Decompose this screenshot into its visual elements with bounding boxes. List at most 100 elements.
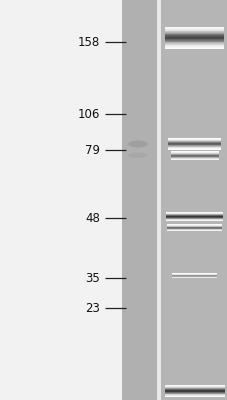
Bar [170,156,218,157]
Bar [165,33,223,34]
Bar [171,275,216,276]
Bar [167,149,220,150]
Bar [171,276,216,277]
Bar [164,387,224,388]
Text: 79: 79 [85,144,100,156]
Bar [165,40,223,41]
Bar [166,215,222,216]
Bar [166,219,222,220]
Bar [165,45,223,46]
Bar [167,226,221,227]
Bar [165,28,223,29]
Bar [166,214,222,215]
Bar [167,227,221,228]
Bar [165,30,223,31]
Bar [171,273,216,274]
Bar [167,227,221,228]
Bar [167,141,220,142]
Bar [167,141,220,142]
Bar [164,389,224,390]
Bar [167,224,221,225]
Bar [164,393,224,394]
Bar [167,140,220,141]
Bar [166,219,222,220]
Bar [165,43,223,44]
Bar [165,44,223,45]
Bar [166,219,222,220]
Bar [164,386,224,387]
Bar [166,218,222,219]
Bar [166,213,222,214]
Bar [167,142,220,143]
Bar [165,35,223,36]
Bar [165,35,223,36]
Bar [165,38,223,39]
Bar [166,212,222,213]
Bar [167,143,220,144]
Bar [161,0,227,400]
Bar [170,152,218,153]
Bar [164,394,224,395]
Bar [167,229,221,230]
Bar [171,276,216,277]
Bar [166,214,222,215]
Bar [167,230,221,231]
Bar [166,212,222,213]
Bar [165,36,223,37]
Bar [167,138,220,139]
Bar [164,387,224,388]
Bar [167,145,220,146]
Bar [171,276,216,277]
Bar [166,220,222,221]
Bar [157,0,161,400]
Bar [170,151,218,152]
Bar [167,146,220,147]
Bar [167,144,220,145]
Bar [167,228,221,229]
Bar [171,274,216,275]
Bar [165,31,223,32]
Bar [170,153,218,154]
Bar [164,390,224,391]
Text: 106: 106 [78,108,100,120]
Bar [170,158,218,159]
Bar [167,229,221,230]
Bar [166,220,222,221]
Bar [166,216,222,217]
Bar [167,230,221,231]
Bar [165,30,223,31]
Bar [165,37,223,38]
Bar [121,0,157,400]
Bar [167,146,220,147]
Bar [166,213,222,214]
Bar [167,144,220,145]
Bar [170,157,218,158]
Bar [170,152,218,153]
Bar [164,391,224,392]
Ellipse shape [128,140,147,148]
Text: 35: 35 [85,272,100,284]
Bar [170,158,218,159]
Bar [170,159,218,160]
Bar [167,143,220,144]
Bar [165,47,223,48]
Bar [167,228,221,229]
Bar [167,230,221,231]
Bar [170,159,218,160]
Bar [166,212,222,213]
Bar [170,157,218,158]
Bar [164,394,224,395]
Bar [165,42,223,43]
Bar [165,32,223,34]
Bar [165,27,223,28]
Bar [165,32,223,33]
Bar [170,154,218,155]
Bar [165,41,223,42]
Bar [165,46,223,47]
Bar [171,275,216,276]
Bar [164,386,224,387]
Bar [164,396,224,397]
Bar [164,392,224,393]
Bar [171,277,216,278]
Bar [167,226,221,227]
